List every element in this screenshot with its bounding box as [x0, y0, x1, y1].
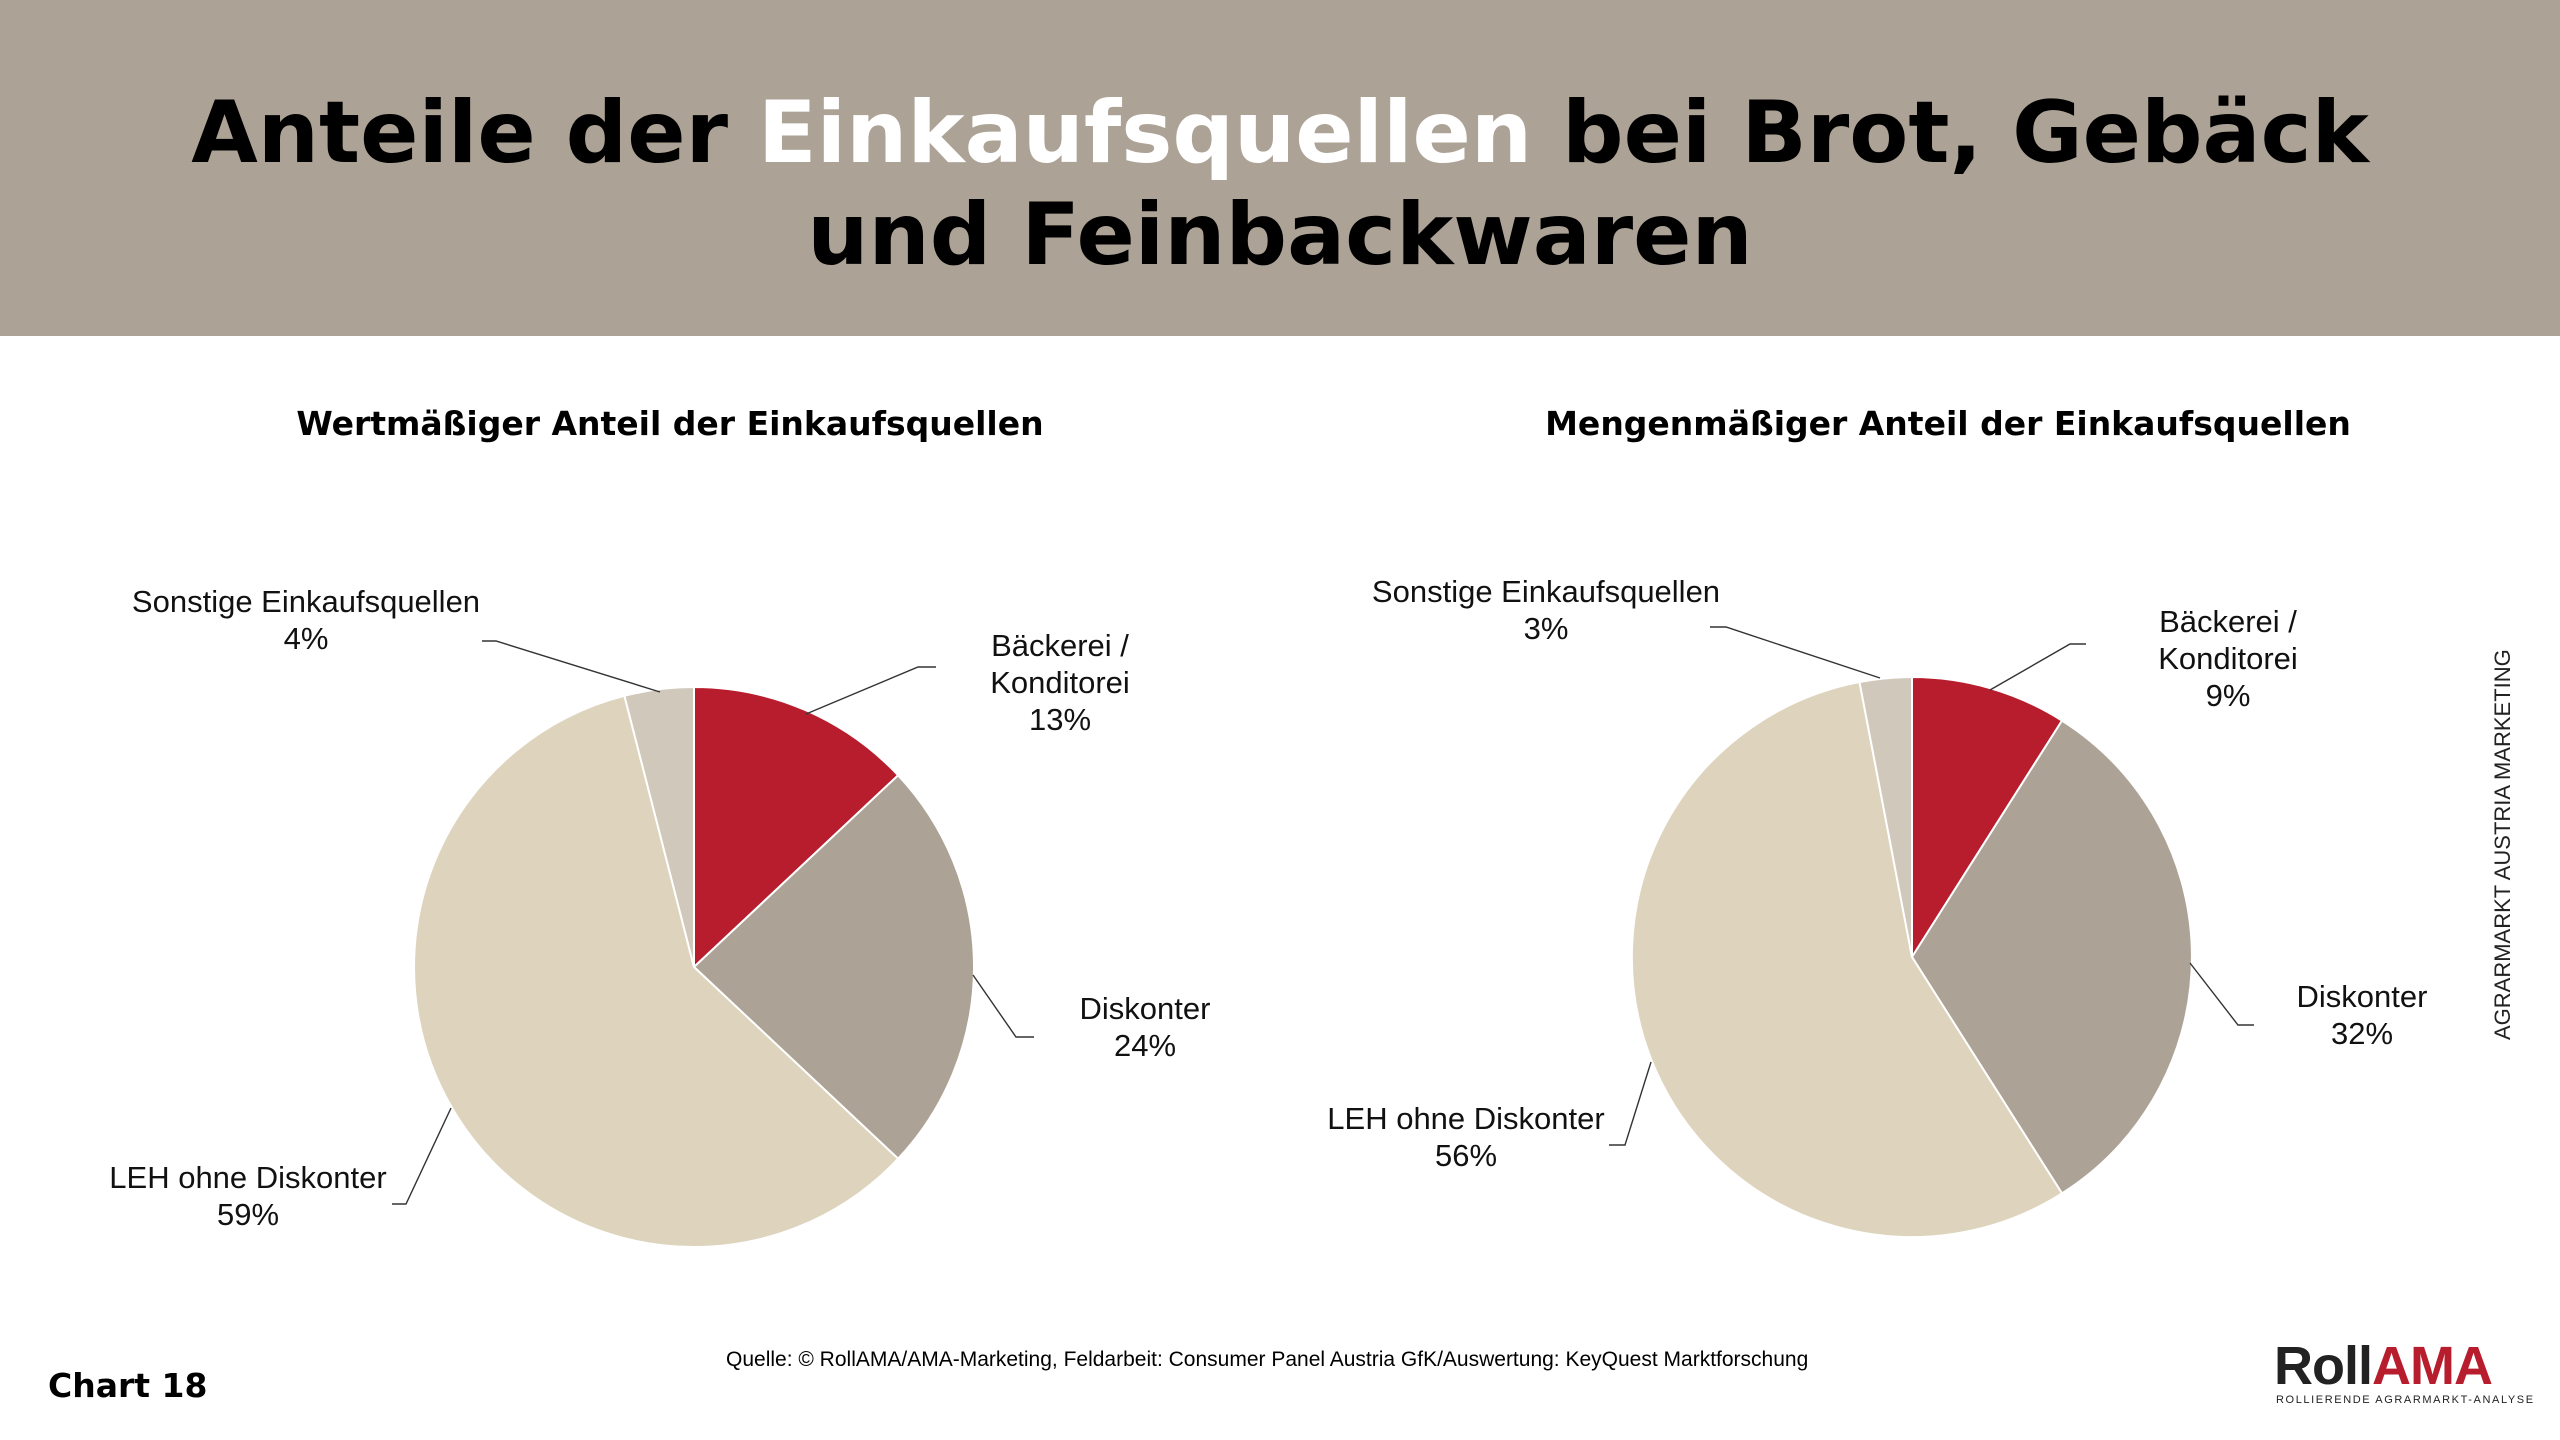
pie-1-label-2: LEH ohne Diskonter 56% [1327, 1101, 1604, 1173]
pie-0-leader-line-2 [392, 1107, 452, 1205]
logo-subtitle: ROLLIERENDE AGRARMARKT-ANALYSE [2276, 1394, 2535, 1406]
chart-title-value: Wertmäßiger Anteil der Einkaufsquellen [296, 404, 1044, 443]
chart-number: Chart 18 [48, 1366, 208, 1405]
page-title: Anteile der Einkaufsquellen bei Brot, Ge… [0, 82, 2560, 286]
pie-0-label-3: Sonstige Einkaufsquellen 4% [132, 584, 480, 656]
pie-0-slice-0 [693, 685, 900, 970]
source-note: Quelle: © RollAMA/AMA-Marketing, Feldarb… [726, 1348, 1809, 1371]
pie-0-leader-line-3 [482, 640, 661, 693]
pie-1-leader-line-1 [2189, 962, 2254, 1026]
pie-1-slice-0 [1911, 675, 2064, 961]
logo-text-roll: Roll [2274, 1336, 2373, 1396]
pie-1-slice-1 [1910, 719, 2193, 1195]
pie-1-leader-line-2 [1609, 1061, 1652, 1146]
pie-0-label-0: Bäckerei / Konditorei 13% [990, 628, 1130, 737]
pie-1-leader-line-0 [1989, 643, 2086, 691]
title-part-1: Anteile der [191, 83, 758, 183]
side-text: AGRARMARKT AUSTRIA MARKETING [2490, 649, 2515, 1040]
rollama-logo: RollAMA ROLLIERENDE AGRARMARKT-ANALYSE [2274, 1336, 2533, 1408]
pie-1-slice-3 [1858, 675, 1913, 958]
pie-1-label-1: Diskonter 32% [2297, 979, 2428, 1051]
pie-1-leader-line-3 [1710, 626, 1881, 679]
pie-1-label-3: Sonstige Einkaufsquellen 3% [1372, 574, 1720, 646]
title-line-2: und Feinbackwaren [807, 185, 1753, 285]
pie-0-slice-3 [623, 685, 695, 968]
title-highlight: Einkaufsquellen [757, 83, 1533, 183]
pie-0-slice-2 [413, 694, 900, 1248]
pie-0-label-1: Diskonter 24% [1080, 991, 1211, 1063]
logo-text-ama: AMA [2372, 1336, 2493, 1396]
pie-0-leader-line-0 [805, 666, 936, 715]
pie-1-slice-2 [1630, 680, 2064, 1239]
chart-title-volume: Mengenmäßiger Anteil der Einkaufsquellen [1545, 404, 2351, 443]
title-part-2: bei Brot, Gebäck [1532, 83, 2369, 183]
header-banner [0, 0, 2560, 336]
pie-0-label-2: LEH ohne Diskonter 59% [109, 1160, 386, 1232]
pie-1-label-0: Bäckerei / Konditorei 9% [2158, 604, 2298, 713]
pie-0-slice-1 [692, 773, 975, 1161]
pie-0-leader-line-1 [972, 974, 1034, 1038]
